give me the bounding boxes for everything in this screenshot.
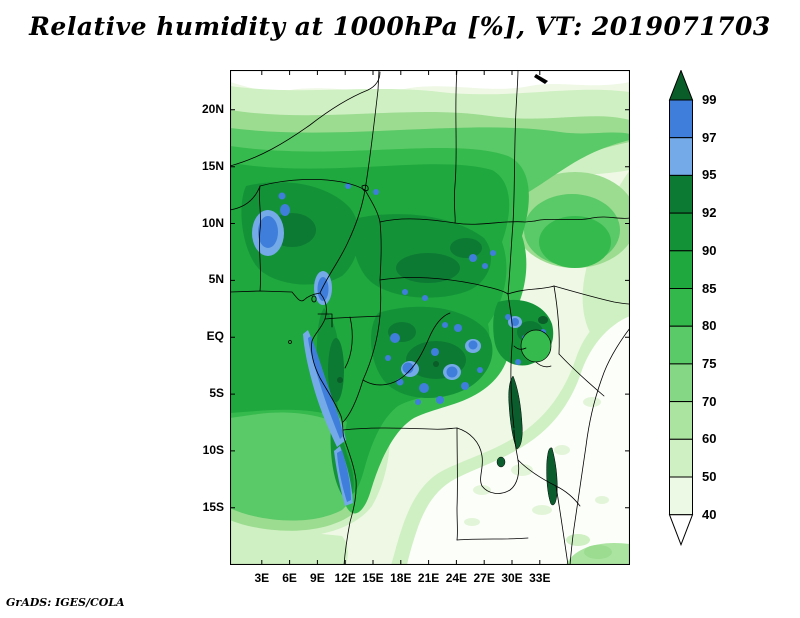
lon-tick-label: 6E: [282, 571, 297, 585]
lat-tick-label: 20N: [201, 101, 224, 116]
lake-victoria: [520, 329, 552, 363]
lat-tick-label: 10S: [202, 442, 224, 457]
lon-tick-label: 15E: [362, 571, 384, 585]
colorbar: 99 97 95 92 90 85 80 75 70 60 50 40: [668, 69, 758, 570]
colorbar-level-label: 40: [702, 506, 717, 522]
colorbar-level-label: 90: [702, 242, 717, 258]
lon-tick-label: 21E: [417, 571, 440, 585]
colorbar-level-label: 80: [702, 318, 717, 334]
grads-attribution: GrADS: IGES/COLA: [6, 596, 125, 609]
lake-malawi: [546, 447, 558, 506]
map-area: [230, 70, 630, 565]
colorbar-level-label: 99: [702, 92, 717, 107]
colorbar-level-label: 50: [702, 469, 717, 484]
colorbar-level-label: 95: [702, 167, 717, 183]
colorbar-level-label: 70: [702, 393, 717, 409]
lat-tick-label: EQ: [206, 329, 224, 344]
lon-tick-label: 12E: [334, 571, 356, 585]
lon-tick-label: 33E: [529, 571, 551, 585]
lat-tick-label: 15S: [202, 499, 224, 514]
lat-tick-label: 5S: [209, 386, 224, 401]
lat-tick-label: 10N: [201, 215, 224, 230]
lon-tick-label: 9E: [310, 571, 325, 585]
map-frame: [230, 70, 630, 565]
lon-tick-label: 24E: [445, 571, 468, 585]
colorbar-level-label: 97: [702, 129, 717, 145]
lat-tick-label: 15N: [201, 158, 224, 173]
colorbar-level-label: 75: [702, 355, 717, 371]
lon-tick-label: 3E: [254, 571, 270, 585]
lake-tanganyika: [508, 375, 523, 450]
colorbar-level-label: 85: [702, 280, 717, 296]
lon-tick-label: 18E: [390, 571, 412, 585]
colorbar-level-label: 60: [702, 431, 717, 447]
lat-tick-label: 5N: [208, 272, 224, 287]
country-borders: [230, 70, 630, 565]
lon-tick-label: 30E: [501, 571, 523, 585]
colorbar-scale: [668, 69, 694, 547]
lon-tick-label: 27E: [473, 571, 495, 585]
colorbar-level-label: 92: [702, 205, 717, 221]
plot-title: Relative humidity at 1000hPa [%], VT: 20…: [29, 12, 771, 41]
humidity-map: [230, 70, 630, 565]
